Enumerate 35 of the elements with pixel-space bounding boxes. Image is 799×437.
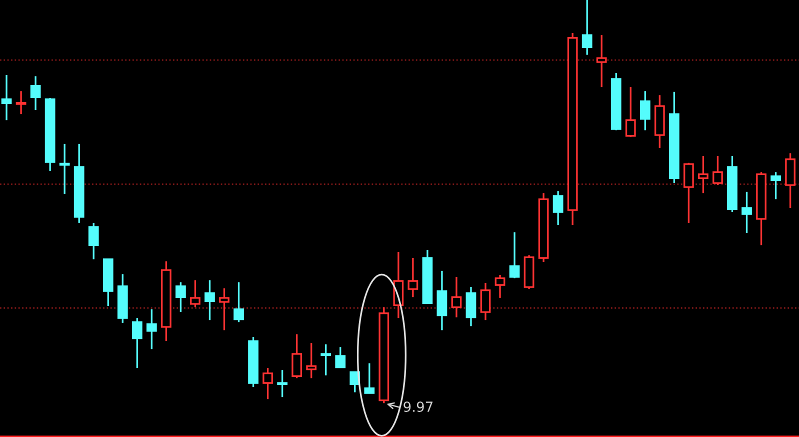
candlestick (1, 74, 12, 121)
candlestick (770, 171, 781, 200)
candlestick (320, 343, 332, 376)
candlestick (190, 279, 200, 308)
candlestick (306, 342, 317, 379)
candlestick (451, 276, 462, 318)
candlestick (234, 281, 244, 323)
candlestick (552, 190, 564, 226)
candlestick (625, 86, 636, 138)
candlestick (219, 287, 230, 332)
candlestick (262, 367, 273, 400)
candlestick (146, 308, 157, 350)
candlestick (742, 191, 752, 234)
candlestick (30, 75, 41, 111)
candlestick (509, 231, 520, 279)
candlestick (698, 155, 708, 194)
candlestick (480, 282, 491, 321)
candlestick (596, 34, 607, 88)
candlestick (712, 155, 723, 186)
candlestick (292, 333, 302, 379)
candlestick (364, 362, 375, 394)
candlestick (204, 279, 215, 321)
candlestick (132, 317, 142, 369)
candlestick (176, 281, 186, 313)
annotation: 9.97 (404, 402, 433, 412)
candlestick (59, 143, 70, 195)
candlestick (16, 90, 26, 115)
candlestick (684, 162, 694, 224)
candlestick (640, 90, 650, 132)
candlestick (408, 257, 418, 298)
candlestick (494, 274, 506, 299)
candlestick (582, 0, 592, 56)
candlestick (277, 369, 288, 398)
candlestick (335, 346, 346, 368)
candlestick (88, 222, 99, 260)
